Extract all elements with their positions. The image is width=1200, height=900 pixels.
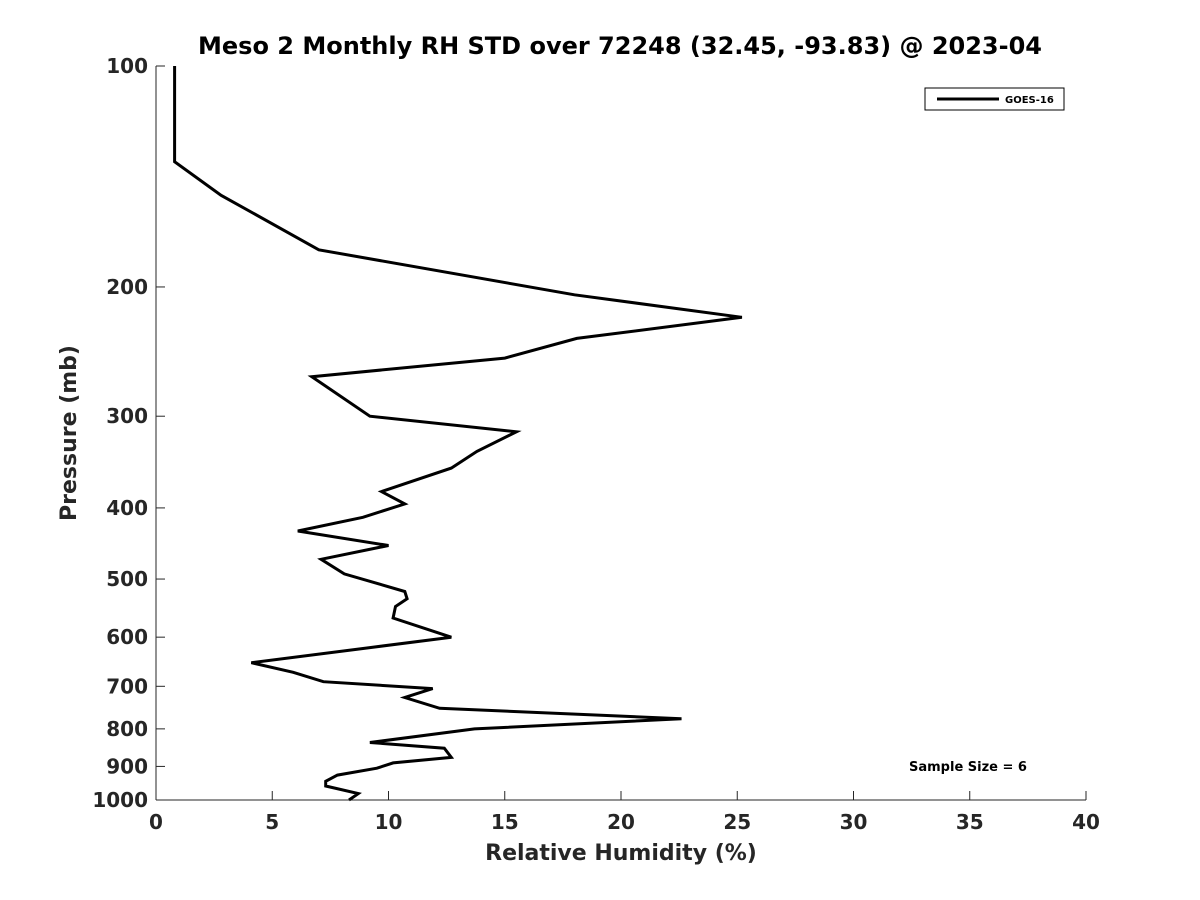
sample-size-annotation: Sample Size = 6 — [909, 760, 1027, 775]
plot-area — [156, 66, 1086, 800]
x-tick-label: 25 — [723, 810, 751, 834]
y-tick-label: 900 — [106, 754, 148, 778]
x-tick-label: 35 — [956, 810, 984, 834]
x-tick-label: 5 — [265, 810, 279, 834]
chart-title: Meso 2 Monthly RH STD over 72248 (32.45,… — [198, 32, 1042, 60]
x-axis: 0 5 10 15 20 25 30 35 40 — [149, 791, 1100, 834]
y-tick-label: 100 — [106, 54, 148, 78]
y-tick-label: 500 — [106, 567, 148, 591]
y-tick-label: 700 — [106, 674, 148, 698]
y-tick-label: 600 — [106, 625, 148, 649]
x-tick-label: 15 — [491, 810, 519, 834]
x-tick-label: 20 — [607, 810, 635, 834]
x-tick-label: 10 — [375, 810, 403, 834]
y-axis: 100 200 300 400 500 600 700 800 900 1000 — [92, 54, 165, 812]
x-axis-label: Relative Humidity (%) — [485, 841, 757, 866]
y-tick-label: 200 — [106, 275, 148, 299]
series-line-goes-16 — [173, 66, 743, 802]
y-tick-label: 300 — [106, 404, 148, 428]
legend: GOES-16 — [924, 87, 1065, 111]
x-tick-label: 40 — [1072, 810, 1100, 834]
y-tick-label: 800 — [106, 717, 148, 741]
y-tick-label: 1000 — [92, 788, 148, 812]
series-layer — [173, 66, 743, 802]
legend-label-goes-16: GOES-16 — [1005, 95, 1054, 106]
y-tick-label: 400 — [106, 496, 148, 520]
x-tick-label: 30 — [840, 810, 868, 834]
y-axis-label: Pressure (mb) — [57, 345, 82, 521]
x-tick-label: 0 — [149, 810, 163, 834]
